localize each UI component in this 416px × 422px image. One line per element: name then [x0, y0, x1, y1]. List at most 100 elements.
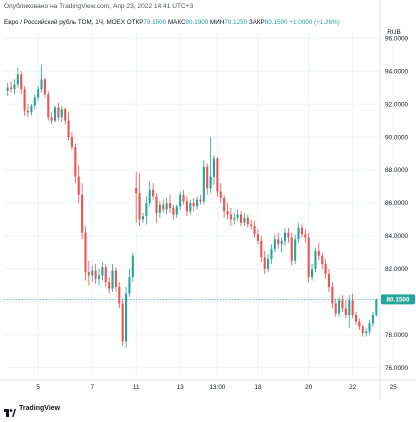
candle-body [375, 299, 378, 316]
x-tick-label: 7 [90, 384, 94, 391]
candle-body [209, 176, 212, 189]
candle-body [270, 249, 273, 260]
candle [16, 67, 19, 88]
candle [81, 183, 84, 240]
tradingview-logo[interactable]: TradingView [4, 402, 60, 417]
candle [145, 196, 148, 225]
candle-body [128, 277, 131, 294]
candle [270, 244, 273, 264]
symbol-name[interactable]: Евро / Российский рубль TOM, 1Ч, MOEX [4, 19, 126, 26]
candle [84, 226, 87, 281]
last-price-badge [381, 294, 415, 305]
candle [104, 263, 107, 288]
x-tick-label: 18 [254, 384, 262, 391]
candle [175, 204, 178, 218]
candle-body [338, 300, 341, 314]
candle-body [101, 267, 104, 276]
candle [53, 105, 57, 123]
candle-body [219, 191, 222, 199]
candle-body [64, 109, 67, 121]
candle-body [314, 250, 317, 269]
candle-body [145, 203, 148, 217]
candle [327, 268, 331, 292]
candle-body [365, 331, 368, 334]
candle-body [67, 120, 70, 138]
candle-body [53, 107, 57, 121]
candle-body [108, 282, 111, 289]
candle-body [351, 300, 354, 316]
close-label: ЗАКР [248, 19, 265, 26]
candle [324, 259, 327, 279]
candle-body [91, 270, 94, 276]
open-value: 79.1500 [143, 19, 167, 26]
candle [317, 242, 320, 261]
y-tick-label: 92.0000 [385, 101, 409, 108]
candle [155, 193, 158, 223]
x-tick-label: 25 [390, 384, 398, 391]
candle [267, 254, 270, 273]
candle [368, 319, 371, 335]
candle [141, 212, 145, 223]
candle [283, 227, 287, 246]
candle [192, 198, 195, 212]
candle-body [125, 293, 128, 342]
candle-body [267, 259, 270, 269]
candle [185, 196, 188, 217]
candle [131, 252, 134, 283]
candle-body [317, 250, 320, 256]
candle [233, 212, 236, 225]
candle [338, 296, 341, 317]
candle [182, 189, 185, 205]
candle [128, 268, 131, 297]
candle-body [118, 287, 121, 304]
x-tick-label: 13:00 [209, 384, 225, 391]
candle [87, 260, 90, 286]
candle [168, 194, 172, 213]
candle-body [307, 237, 310, 278]
candle [287, 227, 290, 243]
published-caption: Опубликовано на TradingView.com, Апр 23,… [4, 3, 194, 10]
candle-body [229, 214, 232, 220]
candle-body [368, 323, 371, 332]
candles-layer [6, 64, 378, 348]
candle [10, 81, 13, 93]
close-value: 80.1500 [264, 19, 288, 26]
candle-body [354, 315, 358, 322]
candle [111, 263, 114, 292]
candle-body [87, 272, 90, 276]
candle [23, 86, 26, 116]
candle [250, 219, 253, 230]
candle [101, 262, 104, 281]
last-price-marker: 80.1500 [4, 294, 415, 305]
candle-body [60, 109, 63, 118]
candle-body [84, 232, 87, 273]
chart-grid [4, 30, 394, 376]
candle [6, 82, 9, 96]
candle-body [280, 240, 283, 245]
candle-body [16, 74, 19, 85]
candle-body [189, 203, 192, 212]
candle [77, 165, 80, 203]
candle-body [212, 158, 216, 177]
candle-body [40, 79, 43, 90]
candle-body [20, 74, 23, 90]
x-tick-label: 22 [349, 384, 357, 391]
candle [311, 263, 314, 281]
candle-body [300, 227, 303, 235]
candle [148, 181, 151, 207]
candle-body [361, 326, 364, 334]
candle-body [311, 268, 314, 278]
candle [216, 156, 219, 197]
candle-body [141, 216, 145, 220]
candle [30, 104, 33, 116]
candle-body [6, 87, 9, 91]
candle [37, 86, 40, 101]
candle [118, 282, 121, 309]
candle-body [57, 107, 60, 118]
candle [114, 267, 117, 292]
candle [91, 265, 94, 283]
candle [26, 104, 30, 118]
candle-body [70, 137, 73, 147]
candle-body [358, 321, 361, 327]
